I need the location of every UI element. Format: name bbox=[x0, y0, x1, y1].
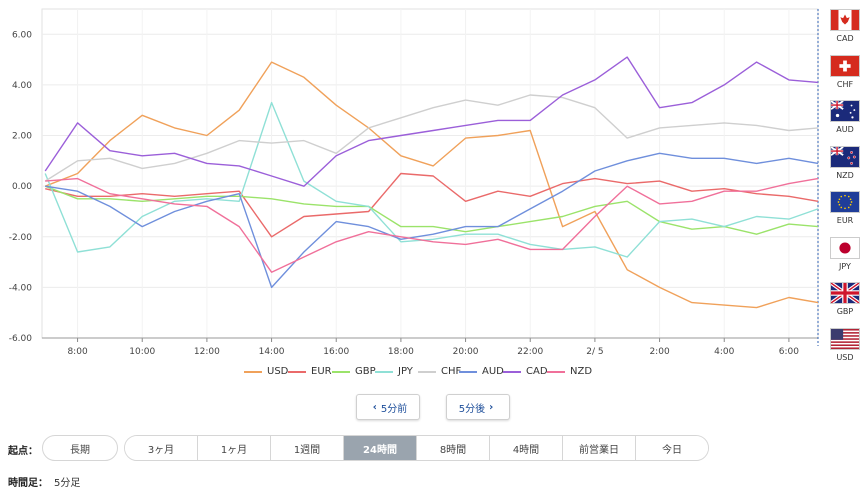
flag-toggle-jpy[interactable]: JPY bbox=[818, 236, 867, 279]
flag-toggle-chf[interactable]: CHF bbox=[818, 54, 867, 97]
usa-flag-icon bbox=[830, 327, 860, 350]
series-line-nzd bbox=[45, 177, 819, 273]
legend-swatch bbox=[418, 370, 436, 373]
legend-item-cad[interactable]: CAD bbox=[503, 366, 548, 377]
series-line-jpy bbox=[44, 101, 819, 258]
x-tick-label: 6:00 bbox=[779, 347, 799, 357]
y-tick-label: 4.00 bbox=[12, 81, 32, 91]
y-tick-label: 2.00 bbox=[12, 132, 32, 142]
flag-toggle-nzd[interactable]: NZD bbox=[818, 145, 867, 188]
legend-item-nzd[interactable]: NZD bbox=[547, 366, 592, 377]
x-tick-label: 8:00 bbox=[67, 347, 87, 357]
canada-flag-icon bbox=[830, 9, 860, 31]
timeframe-label: 時間足： bbox=[8, 478, 48, 489]
legend-label: USD bbox=[267, 366, 289, 377]
flag-label: JPY bbox=[839, 261, 851, 271]
legend-item-gbp[interactable]: GBP bbox=[332, 366, 376, 377]
range-button[interactable]: 8時間 bbox=[416, 436, 489, 460]
series-line-gbp bbox=[44, 185, 819, 235]
legend-swatch bbox=[244, 370, 262, 373]
legend-label: CHF bbox=[441, 366, 462, 377]
timeframe-value: 5分足 bbox=[54, 478, 81, 489]
x-tick-label: 20:00 bbox=[453, 347, 479, 357]
legend-swatch bbox=[375, 370, 393, 373]
fx-strength-chart: 6.00 4.00 2.00 0.00 -2.00 -4.00 -6.00 8:00 10:00… bbox=[9, 8, 819, 357]
flag-label: GBP bbox=[836, 307, 854, 316]
next-5min-button[interactable]: 5分後 › bbox=[446, 394, 510, 420]
legend-swatch bbox=[288, 370, 306, 373]
japan-flag-icon bbox=[830, 236, 860, 259]
range-button[interactable]: 3ヶ月 bbox=[125, 436, 197, 460]
flag-toggle-gbp[interactable]: GBP bbox=[818, 281, 867, 324]
legend-label: CAD bbox=[526, 366, 548, 377]
next-5min-label: 5分後 bbox=[458, 403, 486, 415]
x-tick-label: 16:00 bbox=[323, 347, 349, 357]
range-button[interactable]: 1週間 bbox=[270, 436, 343, 460]
legend-label: NZD bbox=[570, 366, 593, 377]
legend-item-aud[interactable]: AUD bbox=[459, 366, 504, 377]
flag-toggle-eur[interactable]: EUR bbox=[818, 191, 867, 233]
legend-label: EUR bbox=[311, 366, 332, 377]
legend-item-chf[interactable]: CHF bbox=[418, 366, 461, 377]
legend-swatch bbox=[503, 370, 521, 373]
legend-item-eur[interactable]: EUR bbox=[288, 366, 332, 377]
start-point-label: 起点： bbox=[8, 446, 38, 457]
range-button[interactable]: 前営業日 bbox=[562, 436, 635, 460]
range-button[interactable]: 1ヶ月 bbox=[197, 436, 270, 460]
flag-label: USD bbox=[836, 352, 854, 362]
x-tick-label: 18:00 bbox=[388, 347, 414, 357]
y-tick-label: -2.00 bbox=[9, 233, 33, 243]
flag-toggle-aud[interactable]: AUD bbox=[818, 100, 867, 142]
series-line-aud bbox=[45, 152, 819, 289]
x-tick-label: 2/ 5 bbox=[586, 347, 603, 357]
y-tick-label: -4.00 bbox=[9, 283, 33, 293]
flag-label: EUR bbox=[836, 216, 854, 225]
chevron-left-icon: ‹ bbox=[372, 401, 377, 413]
flag-toggle-cad[interactable]: CAD bbox=[818, 9, 867, 51]
x-tick-label: 4:00 bbox=[714, 347, 734, 357]
legend-item-jpy[interactable]: JPY bbox=[375, 366, 413, 377]
series-line-cad bbox=[44, 56, 819, 187]
legend-label: JPY bbox=[398, 366, 413, 377]
series-line-eur bbox=[45, 172, 819, 238]
flag-label: CHF bbox=[836, 79, 854, 89]
y-tick-label: 0.00 bbox=[12, 182, 32, 192]
switzerland-flag-icon bbox=[830, 54, 860, 77]
range-button[interactable]: 今日 bbox=[635, 436, 708, 460]
australia-flag-icon bbox=[830, 100, 860, 122]
legend-label: GBP bbox=[355, 366, 376, 377]
eu-flag-icon bbox=[830, 191, 860, 213]
uk-flag-icon bbox=[829, 281, 861, 305]
flag-label: CAD bbox=[836, 34, 854, 43]
x-tick-label: 2:00 bbox=[649, 347, 669, 357]
flag-label: NZD bbox=[836, 170, 854, 180]
legend-label: AUD bbox=[482, 366, 504, 377]
range-selector: 3ヶ月 1ヶ月 1週間 24時間 8時間 4時間 前営業日 今日 bbox=[124, 435, 709, 461]
flag-toggle-usd[interactable]: USD bbox=[818, 327, 867, 370]
y-tick-label: -6.00 bbox=[9, 334, 33, 344]
prev-5min-button[interactable]: ‹ 5分前 bbox=[356, 394, 420, 420]
range-long-button[interactable]: 長期 bbox=[42, 435, 118, 461]
prev-5min-label: 5分前 bbox=[380, 403, 408, 415]
legend-swatch bbox=[547, 370, 565, 373]
y-tick-label: 6.00 bbox=[12, 30, 32, 40]
chevron-right-icon: › bbox=[489, 401, 494, 413]
x-tick-label: 14:00 bbox=[259, 347, 285, 357]
plot-area bbox=[41, 8, 819, 339]
flag-label: AUD bbox=[836, 125, 854, 134]
x-tick-label: 22:00 bbox=[517, 347, 543, 357]
legend-swatch bbox=[459, 370, 477, 373]
series-line-chf bbox=[44, 94, 819, 182]
series-line-usd bbox=[44, 61, 819, 309]
range-button[interactable]: 24時間 bbox=[343, 436, 416, 460]
x-tick-label: 12:00 bbox=[194, 347, 220, 357]
legend-item-usd[interactable]: USD bbox=[244, 366, 288, 377]
range-button[interactable]: 4時間 bbox=[489, 436, 562, 460]
chart-legend: USD EUR GBP JPY CHF AUD CAD NZD bbox=[240, 366, 600, 382]
new-zealand-flag-icon bbox=[830, 145, 860, 168]
x-tick-label: 10:00 bbox=[129, 347, 155, 357]
legend-swatch bbox=[332, 370, 350, 373]
